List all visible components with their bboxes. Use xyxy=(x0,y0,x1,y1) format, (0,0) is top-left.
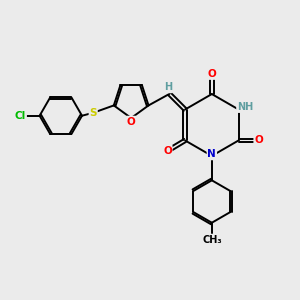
Text: O: O xyxy=(254,135,263,146)
Text: N: N xyxy=(208,149,216,159)
Text: Cl: Cl xyxy=(15,111,26,121)
Text: O: O xyxy=(208,69,216,79)
Text: NH: NH xyxy=(237,102,253,112)
Text: H: H xyxy=(164,82,172,92)
Text: O: O xyxy=(127,117,136,127)
Text: CH₃: CH₃ xyxy=(202,235,222,244)
Text: S: S xyxy=(89,108,97,118)
Text: O: O xyxy=(163,146,172,156)
